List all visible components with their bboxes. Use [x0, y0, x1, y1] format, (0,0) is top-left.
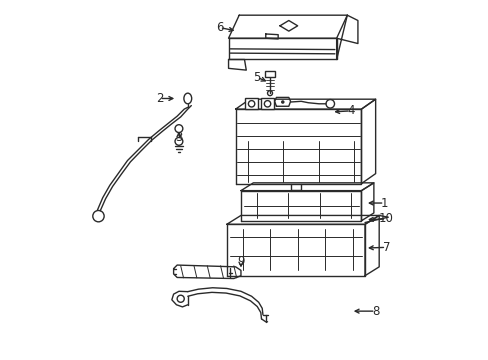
Text: 5: 5 — [253, 71, 260, 84]
Polygon shape — [226, 215, 378, 224]
Polygon shape — [241, 183, 373, 191]
Circle shape — [281, 100, 284, 104]
Text: 2: 2 — [155, 92, 163, 105]
Text: 7: 7 — [382, 241, 389, 254]
Polygon shape — [336, 15, 357, 59]
Polygon shape — [228, 15, 346, 38]
Polygon shape — [274, 98, 290, 106]
Text: 10: 10 — [378, 212, 393, 225]
Polygon shape — [364, 215, 378, 276]
Text: 9: 9 — [237, 255, 244, 268]
Polygon shape — [228, 59, 246, 70]
Polygon shape — [228, 38, 336, 59]
Ellipse shape — [183, 93, 191, 104]
Bar — [244, 99, 258, 109]
Text: 3: 3 — [175, 131, 182, 144]
Polygon shape — [226, 224, 364, 276]
Polygon shape — [361, 99, 375, 184]
Polygon shape — [173, 265, 241, 279]
Text: 4: 4 — [346, 104, 354, 117]
Text: 1: 1 — [380, 197, 387, 210]
Text: 8: 8 — [371, 305, 379, 318]
Bar — [261, 99, 273, 109]
Polygon shape — [361, 183, 373, 221]
Bar — [265, 71, 274, 77]
Text: 6: 6 — [216, 21, 223, 34]
Polygon shape — [235, 99, 375, 109]
Polygon shape — [235, 109, 361, 184]
Polygon shape — [241, 191, 361, 221]
